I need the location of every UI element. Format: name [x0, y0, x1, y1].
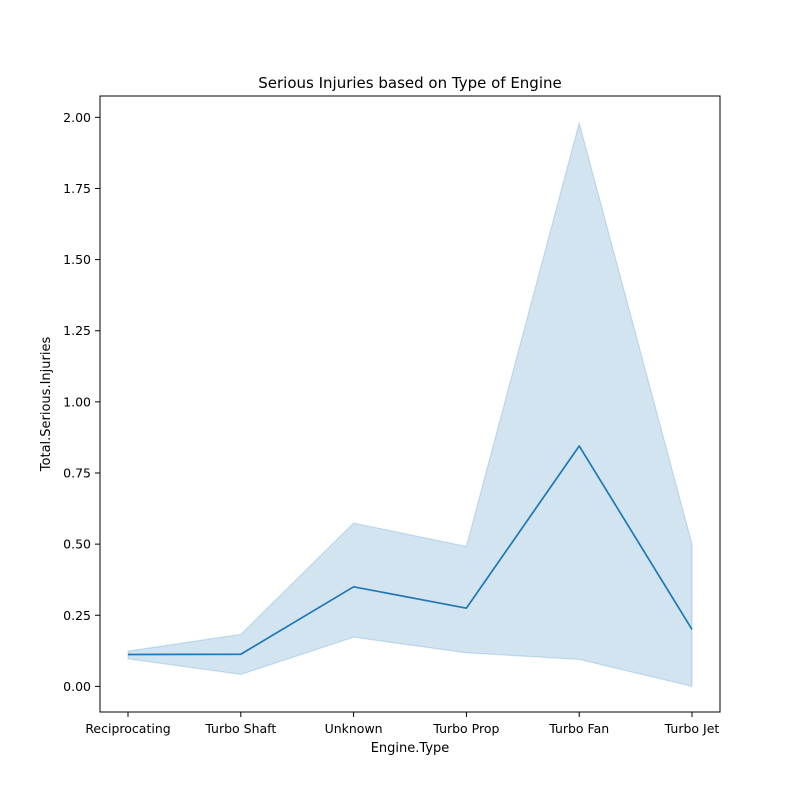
x-tick-label: Turbo Shaft	[204, 721, 276, 736]
y-tick-label: 0.75	[63, 465, 91, 480]
x-tick-label: Reciprocating	[85, 721, 170, 736]
x-axis-label: Engine.Type	[371, 741, 450, 756]
x-axis: Reciprocating Turbo Shaft Unknown Turbo Pro…	[85, 712, 719, 736]
y-tick-label: 0.00	[63, 679, 91, 694]
confidence-band-0	[127, 120, 693, 688]
x-tick-label: Turbo Prop	[432, 721, 499, 736]
y-tick-label: 2.00	[63, 110, 91, 125]
x-tick-label: Unknown	[325, 721, 383, 736]
y-tick-label: 1.25	[63, 323, 91, 338]
y-tick-label: 1.75	[63, 181, 91, 196]
chart-title: Serious Injuries based on Type of Engine	[258, 74, 561, 92]
x-tick-label: Turbo Jet	[664, 721, 720, 736]
plot-area	[127, 120, 693, 688]
axes-frame	[99, 95, 721, 713]
y-tick-label: 0.25	[63, 608, 91, 623]
y-axis-label: Total.Serious.Injuries	[39, 337, 54, 473]
y-tick-label: 1.00	[63, 394, 91, 409]
y-tick-label: 0.50	[63, 537, 91, 552]
x-tick-label: Turbo Fan	[548, 721, 609, 736]
y-axis: 0.00 0.25 0.50 0.75 1.00 1.25 1.50 1.75 2.00	[63, 110, 100, 694]
series-line-0	[127, 445, 693, 656]
y-tick-label: 1.50	[63, 252, 91, 267]
